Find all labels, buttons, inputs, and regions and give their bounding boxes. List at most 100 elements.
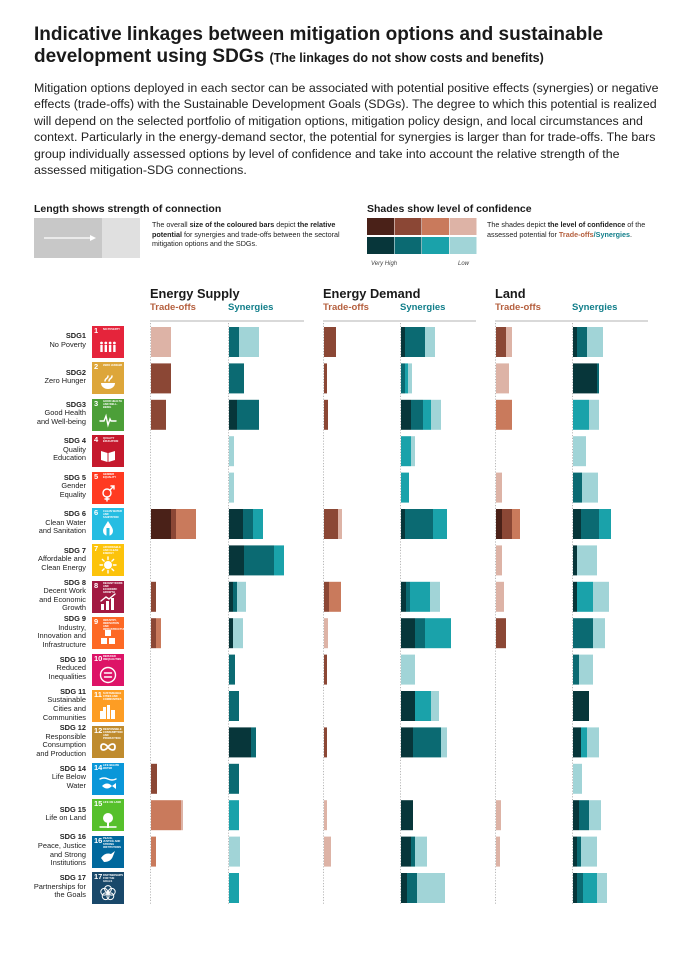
tradeoff-bar-segment bbox=[324, 654, 327, 685]
sdg-id: SDG 10 bbox=[59, 654, 86, 664]
sdg-tile: 8 DECENT WORK AND ECONOMIC GROWTH bbox=[92, 580, 124, 613]
sdg-tile: 11 SUSTAINABLE CITIES AND COMMUNITIES bbox=[92, 690, 124, 722]
synergy-bar-segment bbox=[573, 509, 581, 539]
sdg-tile-number: 17 bbox=[94, 872, 103, 881]
sdg-label: SDG2 Zero Hunger bbox=[0, 367, 87, 386]
synergy-bar-segment bbox=[417, 873, 445, 903]
sdg-tile: 16 PEACE, JUSTICE AND STRONG INSTITUTIONS bbox=[92, 835, 124, 868]
synergy-bar-segment bbox=[274, 545, 284, 576]
sdg-tile: 9 INDUSTRY, INNOVATION AND INFRASTRUCTURE bbox=[92, 617, 124, 650]
sdg-id: SDG 12 bbox=[59, 723, 86, 733]
subtitle: (The linkages do not show costs and bene… bbox=[269, 51, 544, 65]
synergy-bar-segment bbox=[415, 836, 427, 867]
shade-swatch-tradeoff bbox=[394, 218, 422, 235]
synergy-bar-segment bbox=[577, 581, 593, 612]
tradeoff-bar-segment bbox=[324, 327, 336, 357]
synergy-bar-segment bbox=[401, 472, 409, 503]
length-legend-bar-short bbox=[102, 218, 140, 258]
tradeoff-bar-segment bbox=[151, 800, 181, 831]
sdg-name: Sustainable Cities and Communities bbox=[42, 695, 86, 722]
land-synergies-header: Synergies bbox=[572, 302, 618, 313]
sdg-id: SDG 14 bbox=[59, 763, 86, 773]
sdg-tile: 4 QUALITY EDUCATION bbox=[92, 435, 124, 468]
tradeoff-bar-segment bbox=[496, 836, 500, 867]
sdg-label: SDG 8 Decent Work and Economic Growth bbox=[0, 577, 86, 613]
tradeoff-bar-segment bbox=[496, 327, 506, 357]
sdg-tile-name: PEACE, JUSTICE AND STRONG INSTITUTIONS bbox=[103, 837, 122, 850]
shade-swatch-tradeoff bbox=[367, 218, 394, 235]
sdg-tile-name: AFFORDABLE AND CLEAN ENERGY bbox=[103, 545, 121, 555]
infinity-icon bbox=[100, 743, 116, 752]
sdg-id: SDG 8 bbox=[63, 577, 86, 587]
tradeoff-bar-segment bbox=[329, 581, 341, 612]
synergy-bar-segment bbox=[589, 399, 599, 430]
sdg-tile: 17 PARTNERSHIPS FOR THE GOALS bbox=[92, 872, 124, 904]
synergy-bar-segment bbox=[229, 509, 243, 539]
very-high-label: Very High bbox=[371, 261, 398, 267]
synergy-bar-segment bbox=[431, 399, 441, 430]
length-arrow-head bbox=[90, 235, 96, 241]
tradeoff-bar-segment bbox=[506, 327, 512, 357]
sdg-id: SDG1 bbox=[65, 331, 86, 341]
tradeoff-bar-segment bbox=[151, 581, 156, 612]
sdg-tile-name: LIFE ON LAND bbox=[103, 800, 122, 804]
es-tradeoffs-header: Trade-offs bbox=[150, 302, 196, 313]
synergy-bar-segment bbox=[573, 654, 579, 685]
synergy-bar-segment bbox=[573, 327, 577, 357]
people-icon bbox=[100, 341, 116, 352]
sdg-tile: 14 LIFE BELOW WATER bbox=[92, 762, 124, 795]
synergy-bar-segment bbox=[599, 509, 611, 539]
synergy-bar-segment bbox=[577, 836, 581, 867]
tradeoff-bar-segment bbox=[156, 618, 161, 649]
title-text: Indicative linkages between mitigation o… bbox=[34, 24, 604, 67]
sdg-tile: 5 GENDER EQUALITY bbox=[92, 471, 124, 504]
synergy-bar-segment bbox=[401, 873, 407, 903]
sdg-label: SDG 7 Affordable and Clean Energy bbox=[0, 545, 86, 573]
synergy-bar-segment bbox=[401, 618, 415, 649]
synergy-bar-segment bbox=[229, 727, 251, 758]
synergy-bar-segment bbox=[573, 399, 589, 430]
sdg-name: Affordable and Clean Energy bbox=[38, 554, 86, 572]
sdg-id: SDG 4 bbox=[63, 436, 86, 446]
synergy-bar-segment bbox=[405, 327, 425, 357]
sector-title-energy-supply: Energy Supply bbox=[150, 286, 240, 301]
dove-icon bbox=[101, 850, 115, 862]
synergy-bar-segment bbox=[430, 581, 440, 612]
sdg-id: SDG2 bbox=[65, 367, 86, 377]
synergy-bar-segment bbox=[407, 873, 417, 903]
synergy-bar-segment bbox=[401, 727, 413, 758]
city-icon bbox=[100, 705, 115, 719]
tradeoff-bar-segment bbox=[324, 727, 327, 758]
low-label: Low bbox=[458, 261, 470, 267]
tradeoff-bar-segment bbox=[151, 399, 166, 430]
synergy-bar-segment bbox=[431, 691, 439, 721]
synergy-bar-segment bbox=[573, 763, 582, 794]
sdg-tile: 2 ZERO HUNGER bbox=[92, 362, 124, 395]
tradeoff-bar-segment bbox=[496, 399, 512, 430]
synergy-bar-segment bbox=[411, 436, 415, 467]
tradeoff-bar-segment bbox=[338, 509, 342, 539]
sdg-tile-name: RESPONSIBLE CONSUMPTION AND PRODUCTION bbox=[103, 727, 123, 740]
sdg-label: SDG 17 Partnerships for the Goals bbox=[0, 873, 86, 900]
sdg-name: No Poverty bbox=[49, 339, 86, 349]
tradeoff-bar-segment bbox=[151, 327, 171, 357]
sdg-tile-number: 14 bbox=[94, 762, 103, 772]
sdg-name: Zero Hunger bbox=[44, 376, 87, 386]
gender-icon bbox=[102, 484, 115, 502]
synergy-bar-segment bbox=[425, 618, 451, 649]
synergy-bar-segment bbox=[405, 363, 408, 394]
tradeoff-bar-segment bbox=[324, 581, 329, 612]
sdg-name: Partnerships for the Goals bbox=[33, 881, 86, 900]
synergy-bar-segment bbox=[229, 800, 239, 831]
tradeoff-bar-segment bbox=[324, 509, 338, 539]
sdg-tile-number: 9 bbox=[94, 617, 99, 627]
synergy-bar-segment bbox=[253, 509, 263, 539]
sdg-id: SDG 6 bbox=[63, 509, 86, 519]
synergy-bar-segment bbox=[229, 618, 233, 649]
synergy-bar-segment bbox=[401, 654, 415, 685]
sdg-tile: 12 RESPONSIBLE CONSUMPTION AND PRODUCTION bbox=[92, 726, 124, 759]
synergy-bar-segment bbox=[229, 436, 234, 467]
sdg-id: SDG 7 bbox=[63, 545, 86, 555]
tradeoff-bar-segment bbox=[151, 763, 157, 794]
